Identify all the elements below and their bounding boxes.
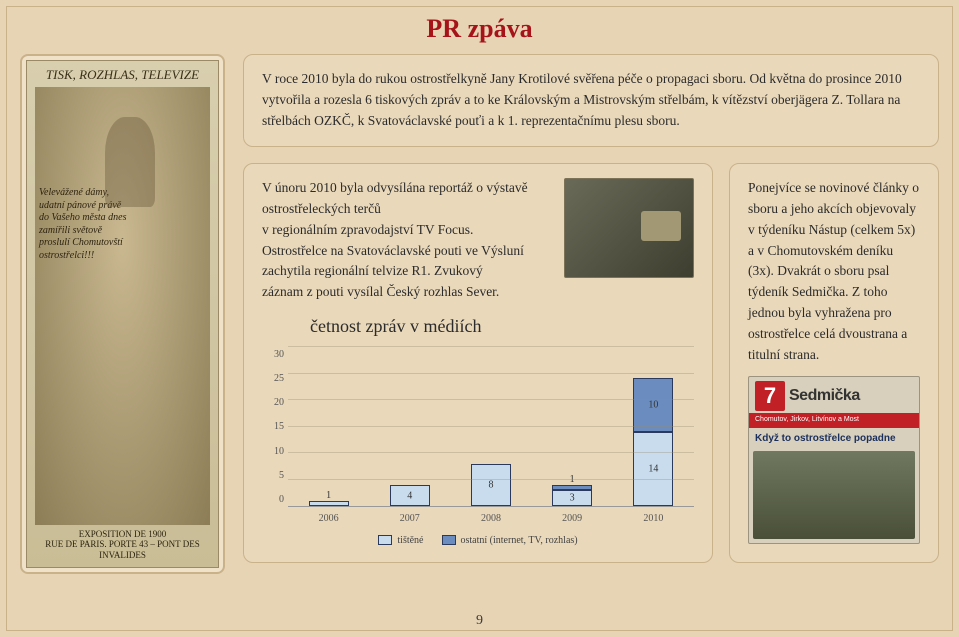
bar-value-label: 14 [634, 461, 672, 477]
bar-group: 1 [304, 501, 354, 506]
poster-illustration: Velevážené dámy, udatní pánové právě do … [35, 87, 210, 525]
y-tick-label: 5 [279, 468, 284, 484]
page-number: 9 [476, 613, 483, 629]
bar-group: 4 [385, 485, 435, 506]
bar-value-label: 4 [391, 488, 429, 504]
gridline [288, 399, 694, 400]
gridline [288, 346, 694, 347]
bar-group: 31 [547, 485, 597, 506]
gridline [288, 479, 694, 480]
bar-segment: 3 [552, 490, 592, 506]
bar-segment: 10 [633, 378, 673, 431]
bars-container: 148311410 [288, 347, 694, 506]
bar-segment: 8 [471, 464, 511, 507]
plot-area: 148311410 [288, 347, 694, 507]
bar-segment: 1 [552, 485, 592, 490]
chart: 302520151050 148311410 [262, 347, 694, 507]
y-tick-label: 0 [279, 492, 284, 508]
tv-photo [564, 178, 694, 278]
y-tick-label: 20 [274, 395, 284, 411]
y-tick-label: 15 [274, 419, 284, 435]
bar-segment: 1 [309, 501, 349, 506]
poster-inner: TISK, ROZHLAS, TELEVIZE Velevážené dámy,… [26, 60, 219, 568]
poster-frame: TISK, ROZHLAS, TELEVIZE Velevážené dámy,… [20, 54, 225, 574]
y-tick-label: 10 [274, 444, 284, 460]
bar-group: 8 [466, 464, 516, 507]
gridline [288, 452, 694, 453]
bar-segment: 4 [390, 485, 430, 506]
bar-value-label: 3 [553, 490, 591, 506]
bar-value-label: 1 [310, 488, 348, 504]
gridline [288, 373, 694, 374]
y-tick-label: 25 [274, 371, 284, 387]
left-column: TISK, ROZHLAS, TELEVIZE Velevážené dámy,… [20, 54, 225, 574]
y-axis: 30 25 20 15 10 5 0 [262, 347, 288, 507]
y-tick-label: 30 [274, 347, 284, 363]
bar-segment: 14 [633, 432, 673, 507]
bar-group: 14 10 [628, 378, 678, 506]
gridline [288, 426, 694, 427]
poster-side-text: Velevážené dámy, udatní pánové právě do … [39, 187, 129, 262]
